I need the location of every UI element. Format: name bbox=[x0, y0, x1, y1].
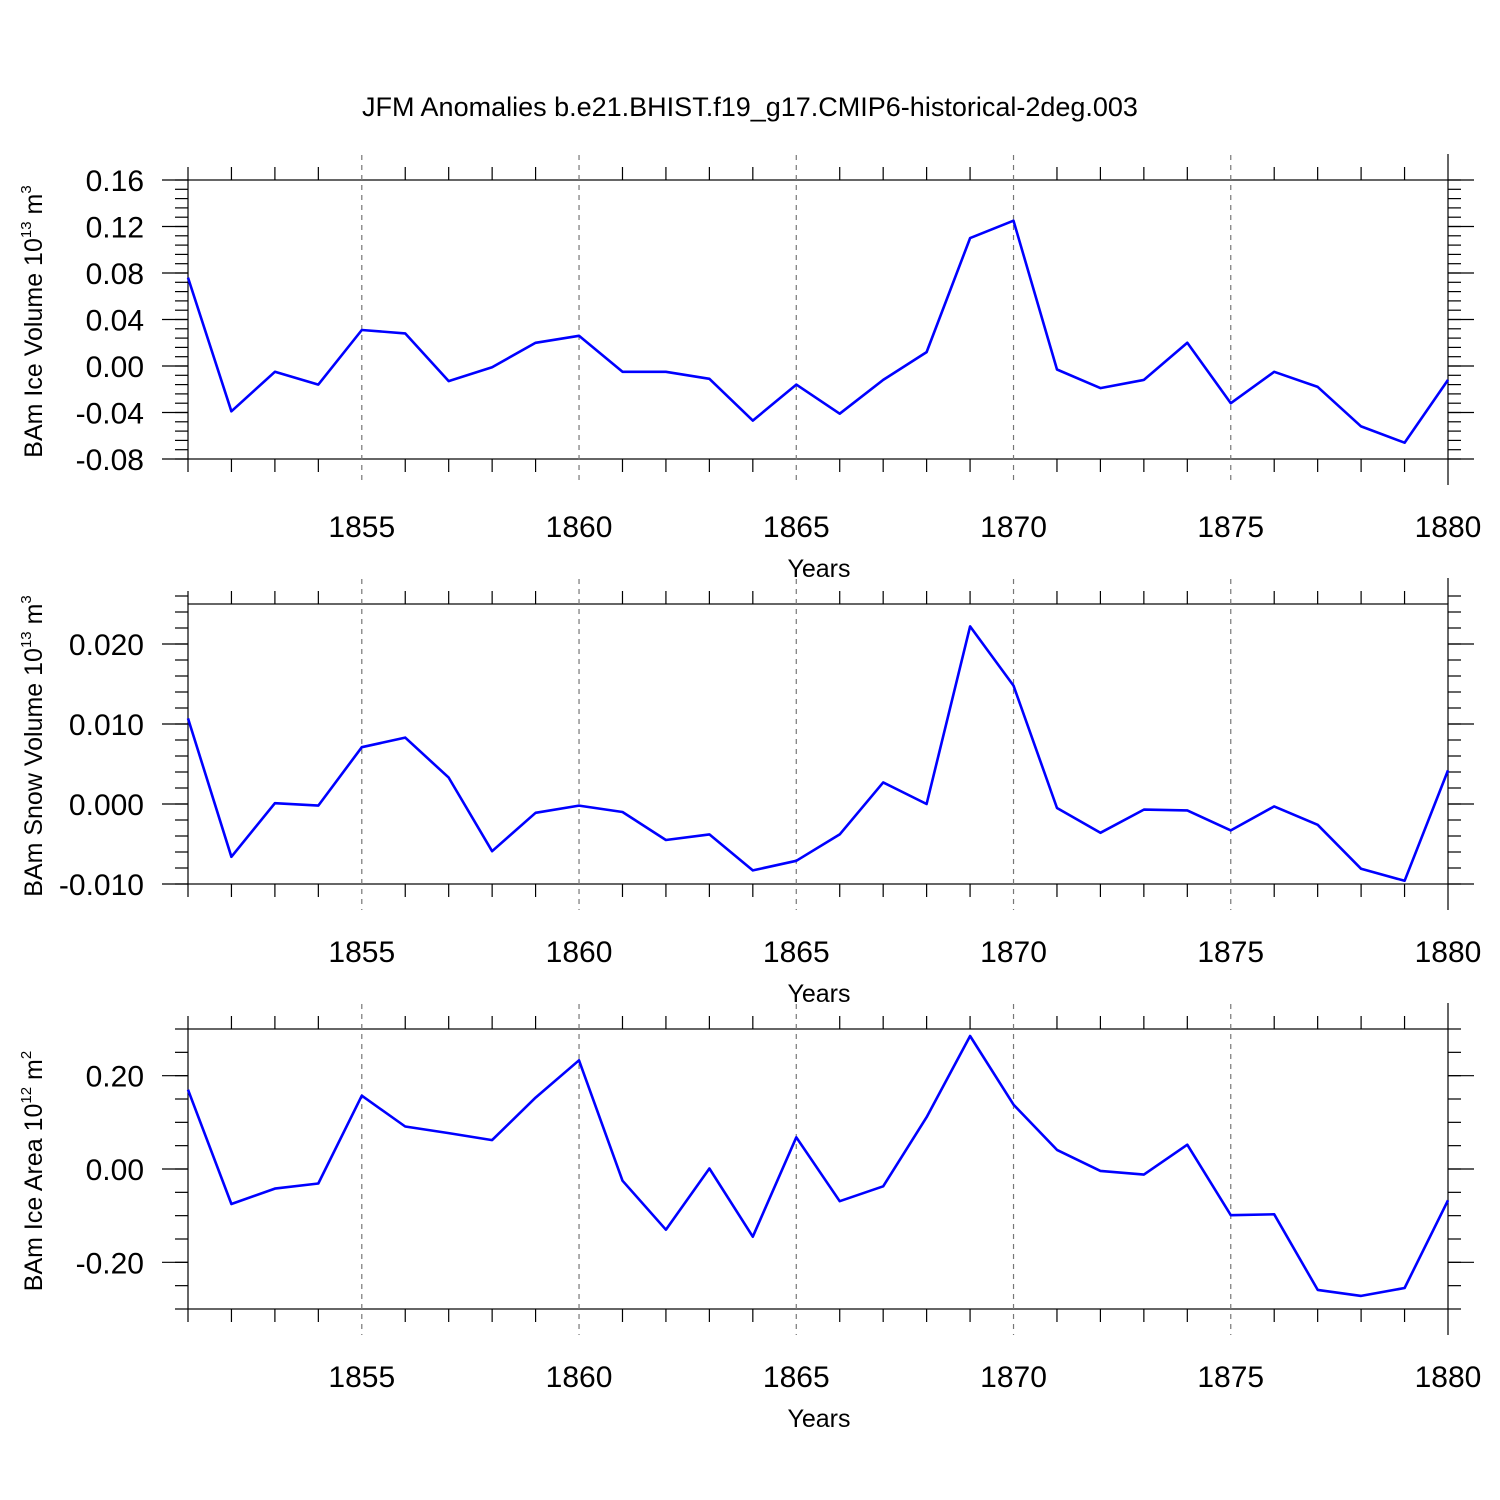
y-tick-label: -0.20 bbox=[76, 1247, 144, 1280]
x-tick-label: 1855 bbox=[328, 1361, 395, 1394]
y-tick-label: -0.010 bbox=[59, 869, 144, 902]
plot-frame bbox=[187, 179, 1449, 460]
panel-3: 1855 1860 1865 1870 1875 1880 Years -0.20 0.00 0.… bbox=[18, 1003, 1481, 1433]
x-tick-label: 1855 bbox=[328, 511, 395, 544]
x-tick-label: 1880 bbox=[1415, 936, 1482, 969]
x-tick-label: 1870 bbox=[980, 1361, 1047, 1394]
x-tick-label: 1875 bbox=[1197, 511, 1264, 544]
panel-1: 1855 1860 1865 1870 1875 1880 Years -0.08 -0.04 0… bbox=[18, 154, 1481, 583]
plot-frame bbox=[187, 603, 1449, 885]
x-tick-label: 1865 bbox=[763, 511, 830, 544]
x-axis-title: Years bbox=[787, 980, 850, 1008]
x-tick-label: 1875 bbox=[1197, 936, 1264, 969]
y-tick-label: 0.000 bbox=[69, 789, 144, 822]
y-tick-label: 0.08 bbox=[86, 258, 144, 291]
y-tick-label: 0.020 bbox=[69, 629, 144, 662]
x-axis-title: Years bbox=[787, 555, 850, 583]
y-tick-label: 0.00 bbox=[86, 1154, 144, 1187]
series-line bbox=[186, 625, 1450, 883]
y-axis-title: BAm Snow Volume 1013 m3 bbox=[18, 595, 48, 897]
x-tick-label: 1865 bbox=[763, 1361, 830, 1394]
x-tick-label: 1870 bbox=[980, 511, 1047, 544]
y-tick-label: 0.12 bbox=[86, 212, 144, 245]
x-tick-label: 1860 bbox=[546, 936, 613, 969]
y-tick-label: 0.20 bbox=[86, 1061, 144, 1094]
y-axis-title: BAm Ice Volume 1013 m3 bbox=[18, 185, 48, 457]
x-tick-label: 1865 bbox=[763, 936, 830, 969]
y-tick-label: 0.16 bbox=[86, 165, 144, 198]
x-tick-label: 1860 bbox=[546, 511, 613, 544]
x-tick-label: 1855 bbox=[328, 936, 395, 969]
y-tick-label: -0.04 bbox=[76, 398, 144, 431]
x-tick-label: 1860 bbox=[546, 1361, 613, 1394]
x-tick-label: 1880 bbox=[1415, 1361, 1482, 1394]
x-tick-label: 1875 bbox=[1197, 1361, 1264, 1394]
x-tick-label: 1880 bbox=[1415, 511, 1482, 544]
y-tick-label: 0.010 bbox=[69, 709, 144, 742]
chart-title: JFM Anomalies b.e21.BHIST.f19_g17.CMIP6-… bbox=[362, 92, 1138, 122]
panel-2: 1855 1860 1865 1870 1875 1880 Years -0.010 0.000… bbox=[18, 578, 1481, 1008]
y-tick-label: 0.04 bbox=[86, 305, 144, 338]
y-axis-title: BAm Ice Area 1012 m2 bbox=[18, 1051, 48, 1291]
x-axis-title: Years bbox=[787, 1405, 850, 1433]
series-line bbox=[186, 219, 1450, 445]
y-tick-label: 0.00 bbox=[86, 351, 144, 384]
y-tick-label: -0.08 bbox=[76, 444, 144, 477]
x-tick-label: 1870 bbox=[980, 936, 1047, 969]
series-line bbox=[186, 1034, 1450, 1298]
